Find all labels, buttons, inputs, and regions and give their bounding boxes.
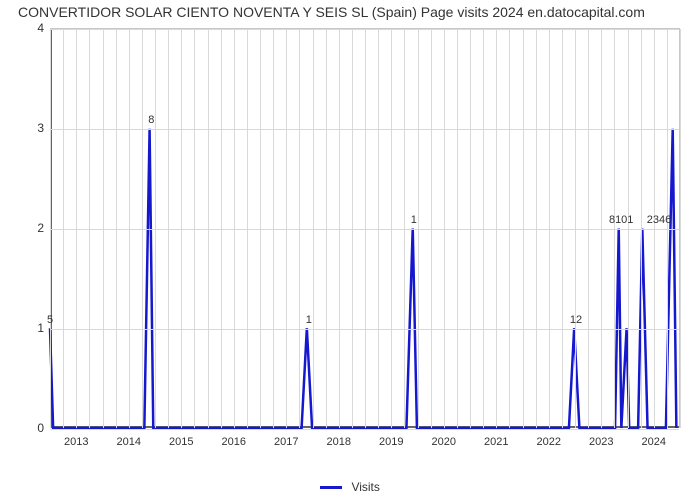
grid-v [431, 29, 432, 428]
grid-h [50, 429, 679, 430]
grid-v [194, 29, 195, 428]
grid-v [680, 29, 681, 428]
grid-v [208, 29, 209, 428]
xtick-label: 2020 [432, 436, 456, 448]
xtick-label: 2019 [379, 436, 403, 448]
xtick-label: 2023 [589, 436, 613, 448]
grid-v [601, 29, 602, 428]
xtick-label: 2015 [169, 436, 193, 448]
grid-v [575, 29, 576, 428]
grid-v [549, 29, 550, 428]
value-label: 12 [570, 314, 582, 326]
grid-v [378, 29, 379, 428]
value-label: 1 [411, 214, 417, 226]
legend-label: Visits [351, 480, 379, 494]
grid-v [391, 29, 392, 428]
grid-v [418, 29, 419, 428]
grid-v [667, 29, 668, 428]
grid-v [641, 29, 642, 428]
ytick-label: 1 [30, 321, 44, 335]
ytick-label: 4 [30, 21, 44, 35]
xtick-label: 2018 [327, 436, 351, 448]
grid-v [63, 29, 64, 428]
grid-v [536, 29, 537, 428]
grid-v [116, 29, 117, 428]
grid-v [234, 29, 235, 428]
grid-v [89, 29, 90, 428]
ytick-label: 2 [30, 221, 44, 235]
legend-swatch [320, 486, 342, 489]
grid-v [273, 29, 274, 428]
legend: Visits [0, 479, 700, 494]
grid-v [260, 29, 261, 428]
grid-v [247, 29, 248, 428]
grid-v [562, 29, 563, 428]
grid-v [470, 29, 471, 428]
grid-v [523, 29, 524, 428]
grid-v [142, 29, 143, 428]
grid-v [326, 29, 327, 428]
xtick-label: 2014 [117, 436, 141, 448]
xtick-label: 2021 [484, 436, 508, 448]
grid-v [339, 29, 340, 428]
grid-v [155, 29, 156, 428]
grid-v [444, 29, 445, 428]
ytick-label: 3 [30, 121, 44, 135]
grid-v [483, 29, 484, 428]
value-label: 8101 [609, 214, 633, 226]
grid-v [313, 29, 314, 428]
grid-v [299, 29, 300, 428]
grid-v [129, 29, 130, 428]
grid-v [168, 29, 169, 428]
grid-v [103, 29, 104, 428]
grid-v [588, 29, 589, 428]
grid-v [628, 29, 629, 428]
ytick-label: 0 [30, 421, 44, 435]
chart-title: CONVERTIDOR SOLAR CIENTO NOVENTA Y SEIS … [18, 4, 645, 20]
grid-v [286, 29, 287, 428]
grid-v [404, 29, 405, 428]
value-label: 2346 [647, 214, 671, 226]
xtick-label: 2022 [537, 436, 561, 448]
xtick-label: 2013 [64, 436, 88, 448]
grid-v [181, 29, 182, 428]
value-label: 5 [47, 314, 53, 326]
grid-v [654, 29, 655, 428]
grid-v [496, 29, 497, 428]
grid-v [221, 29, 222, 428]
chart-container: CONVERTIDOR SOLAR CIENTO NOVENTA Y SEIS … [0, 0, 700, 500]
visits-line [50, 129, 676, 428]
grid-v [457, 29, 458, 428]
xtick-label: 2017 [274, 436, 298, 448]
grid-v [76, 29, 77, 428]
plot-area [50, 28, 680, 428]
value-label: 1 [306, 314, 312, 326]
grid-v [365, 29, 366, 428]
grid-v [509, 29, 510, 428]
grid-v [50, 29, 51, 428]
xtick-label: 2016 [222, 436, 246, 448]
grid-v [614, 29, 615, 428]
xtick-label: 2024 [642, 436, 666, 448]
grid-v [352, 29, 353, 428]
value-label: 8 [148, 114, 154, 126]
